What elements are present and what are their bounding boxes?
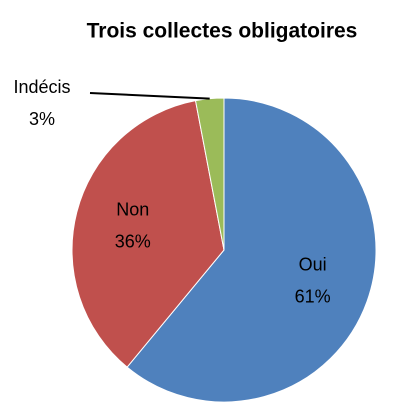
slice-value-label: 61% (295, 287, 331, 307)
chart-title: Trois collectes obligatoires (87, 20, 358, 43)
pie-slice (126, 97, 377, 402)
slice-value-label: 3% (29, 109, 55, 129)
slice-label: Indécis (13, 77, 70, 97)
slice-label: Oui (299, 255, 327, 275)
slice-label: Non (116, 199, 149, 219)
leader-line (89, 92, 210, 100)
slice-value-label: 36% (115, 231, 151, 251)
pie-slice (71, 100, 225, 368)
